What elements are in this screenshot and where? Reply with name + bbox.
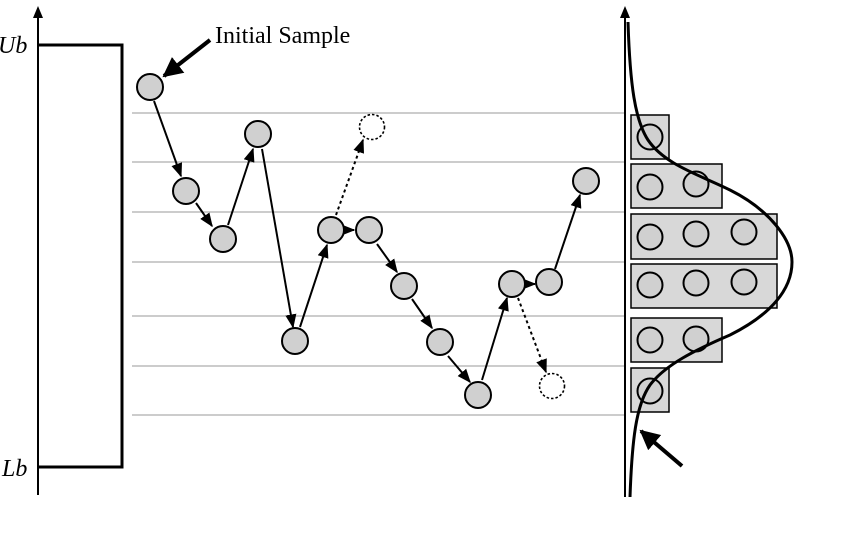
rejected-proposals [335,113,566,400]
sample-point [281,327,309,355]
sample-point [172,177,200,205]
rejected-sample [538,372,566,400]
sample-point [244,120,272,148]
initial-sample-arrow [162,38,212,78]
transition-arrow [195,202,213,228]
upper-bound-label: Ub [0,33,27,59]
initial-sample-label: Initial Sample [215,23,350,49]
sample-point [426,328,454,356]
transition-arrow [411,298,433,330]
bounds-panel: Ub Lb [0,6,124,495]
binned-sample [636,173,664,201]
rejected-sample [358,113,386,141]
initial-sample-callout: Initial Sample [162,23,350,78]
sample-point [464,381,492,409]
lower-bound-label: Lb [1,456,27,482]
tail-callout-arrow [639,429,684,468]
sample-point [498,270,526,298]
binned-sample [636,271,664,299]
rejected-arrow [517,297,547,374]
chain-transitions [153,100,582,384]
transition-arrow [299,243,329,328]
left-axis-arrowhead [33,6,43,18]
sample-point [355,216,383,244]
transition-arrow [376,243,398,274]
transition-arrow [554,193,582,270]
rejected-arrow [335,138,365,216]
bin-gridlines [132,112,625,416]
binned-sample [636,223,664,251]
binned-sample [730,218,758,246]
sample-point [209,225,237,253]
transition-arrow [153,100,183,178]
transition-arrow [447,355,471,384]
binned-sample [636,326,664,354]
transition-arrow [481,296,509,381]
uniform-bound-box [38,43,124,469]
chain-samples [136,73,600,409]
sample-point [390,272,418,300]
binned-sample [730,268,758,296]
histogram-samples [636,123,758,405]
sample-point [535,268,563,296]
transition-arrow [227,147,255,226]
target-density-curve [626,21,794,498]
right-axis-arrowhead [620,6,630,18]
binned-sample [682,269,710,297]
histogram [630,114,778,413]
binned-sample [682,220,710,248]
distribution-panel [620,6,794,498]
sample-point [317,216,345,244]
sample-point [136,73,164,101]
sample-point [572,167,600,195]
transition-arrow [261,148,297,329]
